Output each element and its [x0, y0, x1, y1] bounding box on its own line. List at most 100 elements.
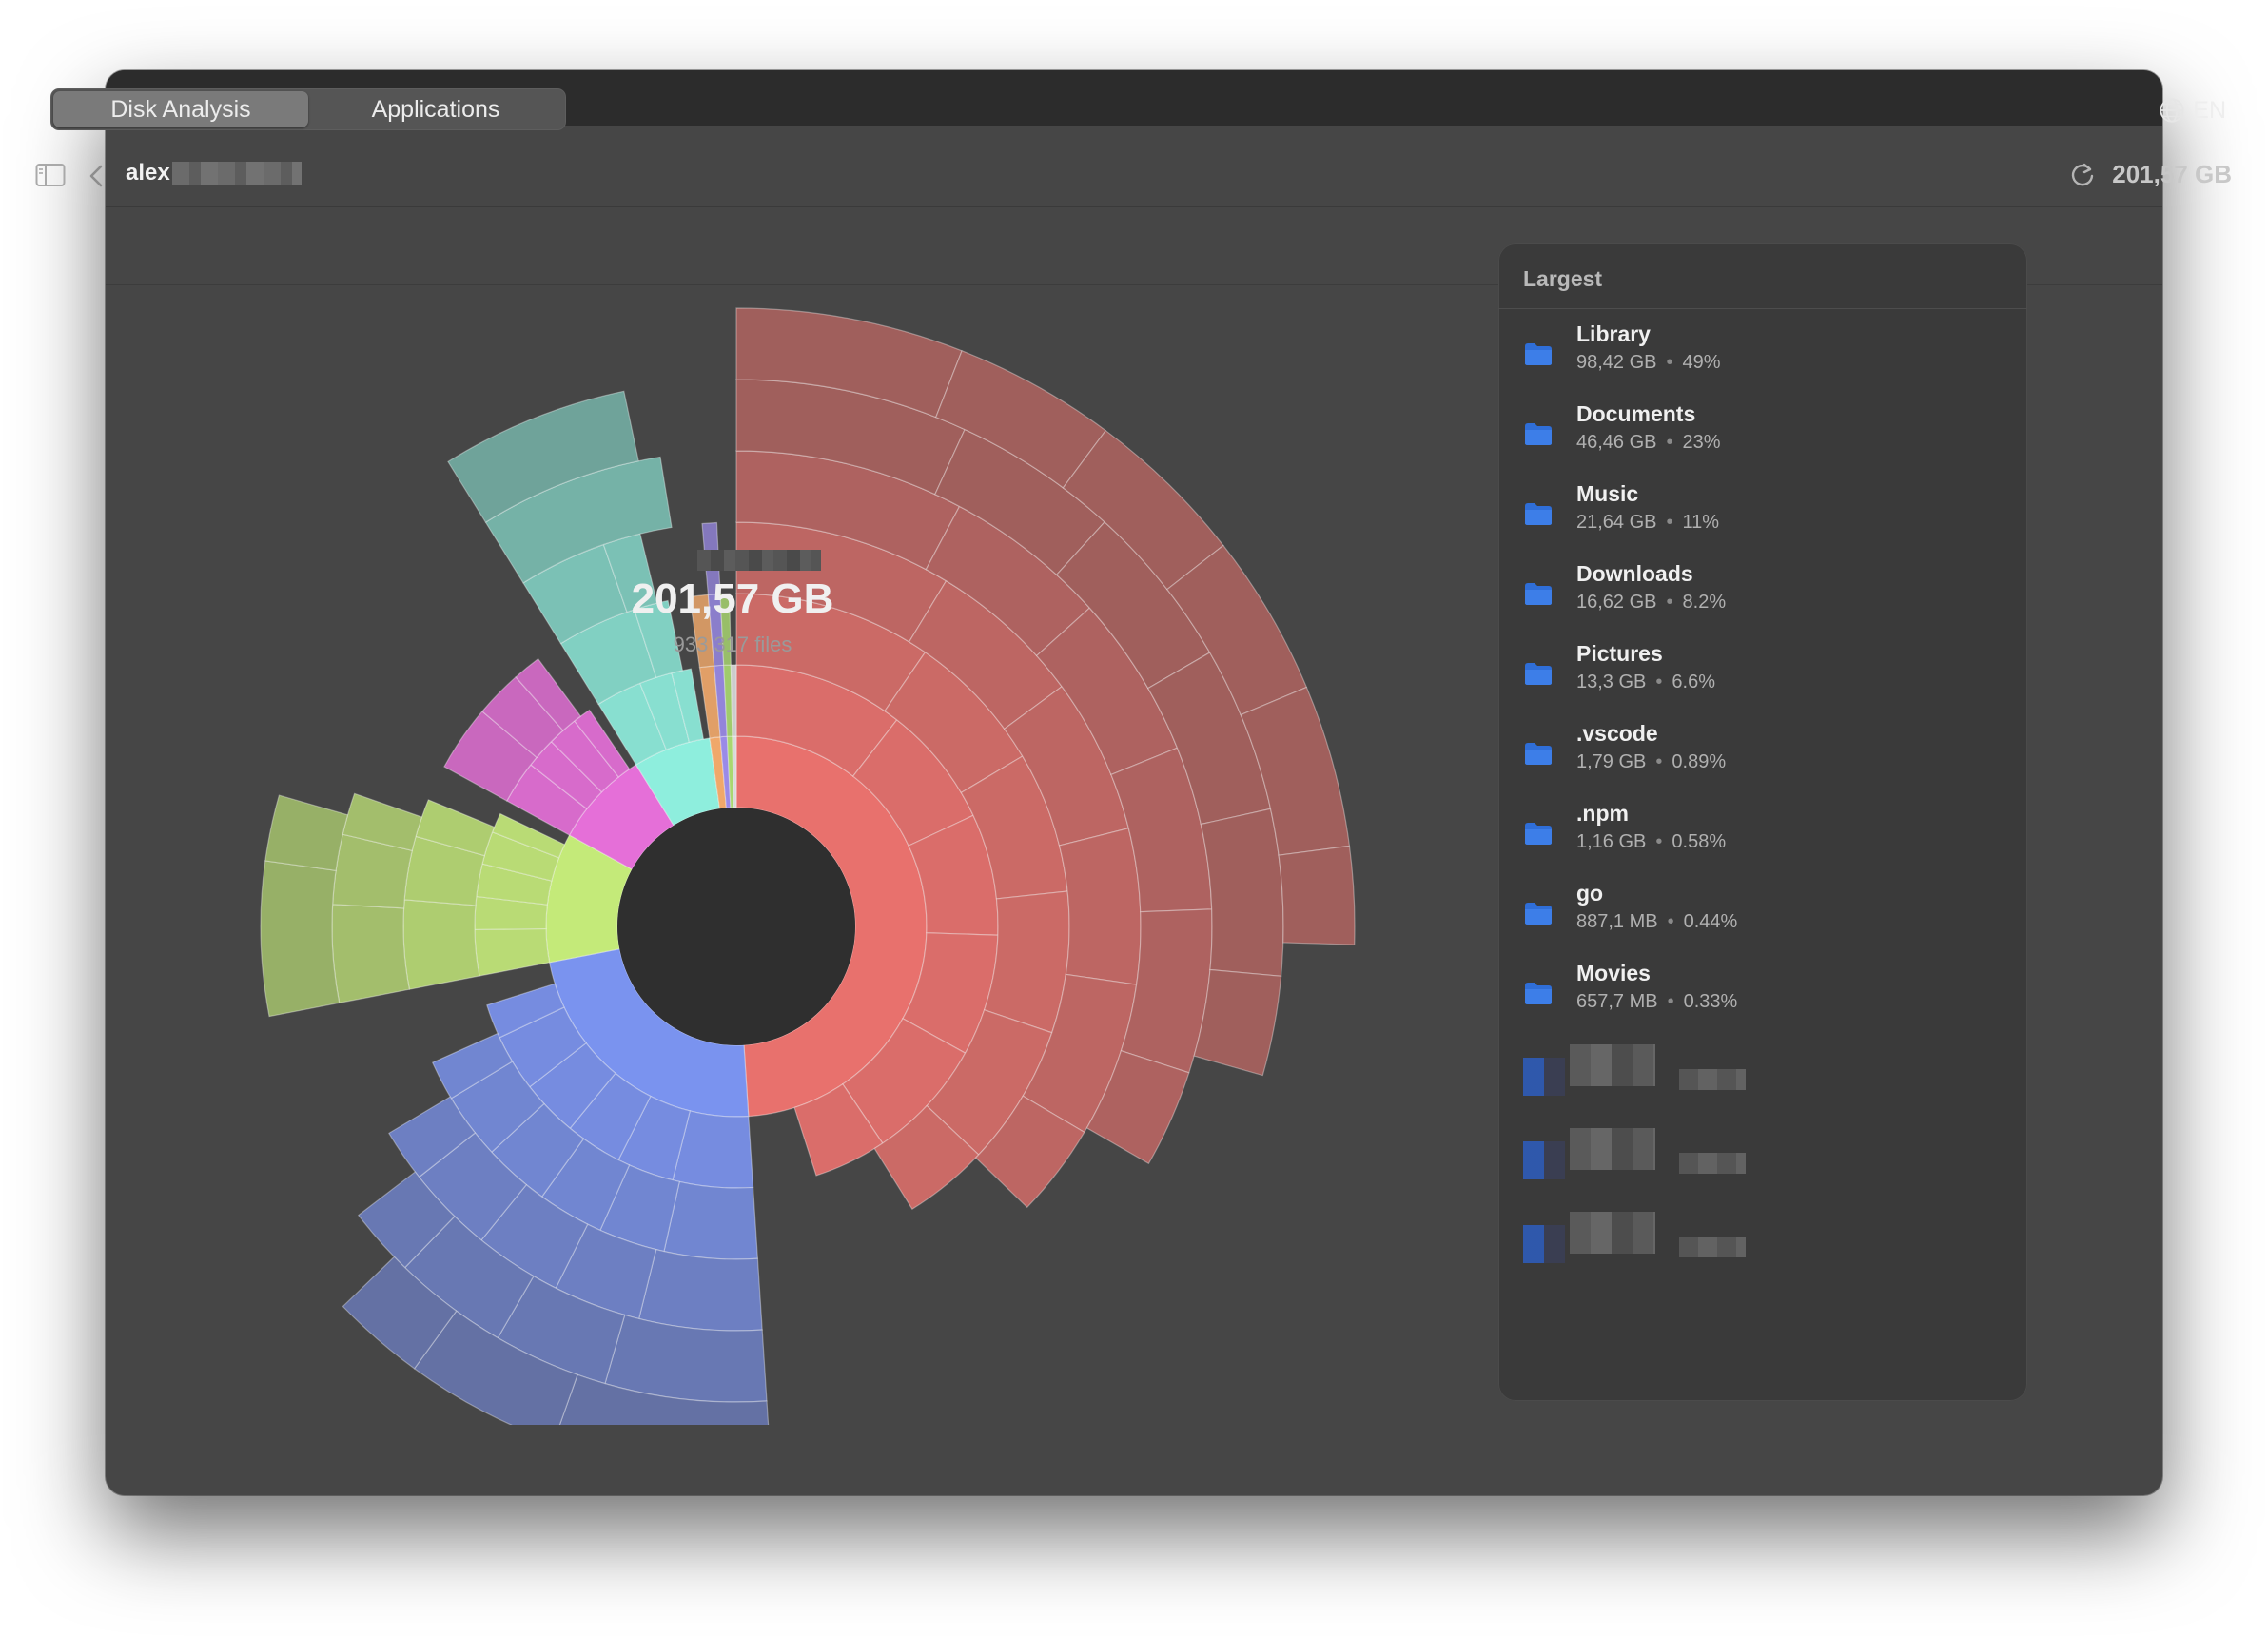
item-meta: 46,46 GB • 23% — [1576, 432, 1721, 454]
chevron-left-icon[interactable] — [88, 164, 105, 188]
sunburst-segment-library[interactable] — [735, 307, 963, 419]
sunburst-segment-library[interactable] — [1035, 607, 1179, 776]
divider — [1498, 308, 2027, 309]
sunburst-segment-pictures[interactable] — [597, 682, 668, 766]
view-switcher: Disk Analysis Applications — [50, 88, 566, 130]
sunburst-segment-downloads[interactable] — [550, 720, 620, 793]
sunburst-segment-go[interactable] — [719, 593, 732, 666]
sunburst-segment-library[interactable] — [983, 890, 1070, 1034]
sunburst-segment-music[interactable] — [415, 799, 496, 857]
refresh-icon[interactable] — [2068, 161, 2097, 189]
sunburst-segment-library[interactable] — [1058, 828, 1142, 985]
sunburst-segment-music[interactable] — [342, 792, 423, 852]
sunburst-segment-library[interactable] — [793, 1082, 884, 1177]
redacted-list-item[interactable] — [1498, 1206, 2027, 1290]
list-item[interactable]: Pictures 13,3 GB • 6.6% — [1498, 639, 2027, 719]
sunburst-segment-library[interactable] — [1085, 1049, 1190, 1165]
folder-icon — [1525, 663, 1552, 685]
sunburst-segment-documents[interactable] — [663, 1180, 759, 1260]
item-meta: 887,1 MB • 0.44% — [1576, 911, 1737, 933]
sunburst-segment-library[interactable] — [1120, 908, 1213, 1074]
sunburst-svg — [260, 307, 1356, 1425]
sunburst-segment-pictures[interactable] — [638, 672, 691, 750]
sunburst-segment-pictures[interactable] — [602, 533, 658, 614]
sunburst-segment-documents[interactable] — [450, 1061, 545, 1154]
sunburst-segment-library[interactable] — [735, 450, 961, 571]
sunburst-segment-documents[interactable] — [499, 1006, 587, 1088]
sunburst-segment-library[interactable] — [735, 593, 927, 712]
toolbar — [106, 126, 2162, 207]
sunburst-segment-pictures[interactable] — [633, 599, 684, 678]
sunburst-segment-music[interactable] — [474, 927, 551, 977]
panel-title: Largest — [1523, 266, 1603, 291]
sunburst-segment-documents[interactable] — [486, 983, 565, 1039]
item-meta: 16,62 GB • 8.2% — [1576, 592, 1726, 614]
sunburst-segment-documents[interactable] — [431, 1032, 514, 1100]
item-size: 13,3 GB — [1576, 672, 1647, 692]
sunburst-segment-go[interactable] — [723, 664, 733, 737]
list-item[interactable]: Documents 46,46 GB • 23% — [1498, 399, 2027, 479]
sunburst-segment-documents[interactable] — [672, 1110, 754, 1189]
folder-icon — [1525, 423, 1552, 445]
list-item[interactable]: Library 98,42 GB • 49% — [1498, 320, 2027, 399]
folder-icon — [1525, 983, 1552, 1004]
sunburst-segment-music[interactable] — [331, 904, 411, 1004]
sunburst-segment-library[interactable] — [842, 1018, 967, 1144]
sunburst-segment-library[interactable] — [974, 1095, 1085, 1209]
sunburst-segment-library[interactable] — [884, 651, 1024, 794]
sunburst-segment-library[interactable] — [1193, 968, 1282, 1077]
sunburst-center[interactable] — [617, 808, 855, 1045]
sunburst-segment-library[interactable] — [908, 814, 999, 936]
separator-dot: • — [1666, 512, 1673, 533]
tab-disk-analysis[interactable]: Disk Analysis — [53, 91, 308, 127]
sunburst-segment-music[interactable] — [491, 812, 566, 859]
sunburst-segment-downloads[interactable] — [515, 657, 582, 731]
sunburst-segment-library[interactable] — [1278, 845, 1356, 945]
tab-applications[interactable]: Applications — [371, 95, 500, 123]
list-item[interactable]: Movies 657,7 MB • 0.33% — [1498, 959, 2027, 1039]
list-item[interactable]: .npm 1,16 GB • 0.58% — [1498, 799, 2027, 879]
sunburst-segment-pictures[interactable] — [671, 668, 705, 743]
sunburst-segment-documents[interactable] — [497, 1275, 626, 1385]
redacted-list-item[interactable] — [1498, 1039, 2027, 1122]
list-item[interactable]: go 887,1 MB • 0.44% — [1498, 879, 2027, 959]
sunburst-segment-documents[interactable] — [418, 1132, 528, 1241]
sunburst-segment-music[interactable] — [264, 794, 349, 871]
sunburst-segment-documents[interactable] — [617, 1095, 692, 1181]
sunburst-segment-documents[interactable] — [569, 1072, 652, 1161]
sunburst-segment-movies[interactable] — [730, 664, 737, 737]
sunburst-segment-pictures[interactable] — [484, 456, 673, 584]
item-meta: 98,42 GB • 49% — [1576, 352, 1721, 374]
list-item[interactable]: Music 21,64 GB • 11% — [1498, 479, 2027, 559]
sunburst-segment-documents[interactable] — [599, 1164, 680, 1253]
item-percent: 0.89% — [1672, 751, 1727, 772]
sunburst-segment-library[interactable] — [1055, 520, 1211, 690]
sunburst-segment-documents[interactable] — [540, 1138, 631, 1232]
sunburst-segment-music[interactable] — [402, 899, 480, 990]
sunburst-segment-library[interactable] — [873, 1104, 980, 1211]
sunburst-segment-library[interactable] — [1200, 808, 1284, 977]
item-percent: 6.6% — [1672, 672, 1715, 692]
list-item[interactable]: .vscode 1,79 GB • 0.89% — [1498, 719, 2027, 799]
list-item[interactable]: Downloads 16,62 GB • 8.2% — [1498, 559, 2027, 639]
sunburst-segment-documents[interactable] — [357, 1171, 456, 1269]
sunburst-segment-pictures[interactable] — [559, 609, 657, 706]
item-percent: 8.2% — [1682, 592, 1727, 613]
sunburst-segment-library[interactable] — [851, 719, 974, 847]
sunburst-segment-downloads[interactable] — [529, 740, 603, 810]
sunburst-segment-documents[interactable] — [403, 1216, 535, 1339]
sunburst-segment-documents[interactable] — [342, 1256, 458, 1370]
folder-icon — [1525, 903, 1552, 925]
redacted-list-item[interactable] — [1498, 1122, 2027, 1206]
sunburst-segment-documents[interactable] — [604, 1314, 768, 1403]
language-selector[interactable]: EN — [2159, 95, 2226, 126]
sidebar-icon[interactable] — [35, 163, 66, 187]
sunburst-segment-downloads[interactable] — [573, 709, 631, 778]
sunburst-segment-library[interactable] — [902, 932, 999, 1054]
sunburst-segment-music[interactable] — [260, 860, 341, 1018]
sunburst-segment-pictures[interactable] — [447, 390, 639, 523]
sunburst-segment-documents[interactable] — [637, 1248, 763, 1332]
sunburst-segment-documents[interactable] — [387, 1096, 477, 1178]
item-percent: 0.44% — [1683, 911, 1738, 932]
sunburst-segment-library[interactable] — [926, 1009, 1053, 1156]
